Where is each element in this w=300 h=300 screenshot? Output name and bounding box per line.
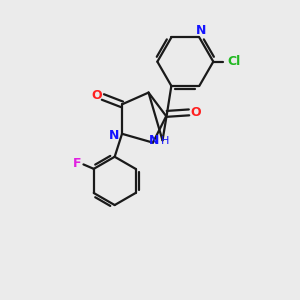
Text: N: N [148, 134, 159, 148]
Text: O: O [190, 106, 201, 119]
Text: N: N [109, 129, 119, 142]
Text: F: F [73, 157, 81, 170]
Text: O: O [91, 89, 102, 102]
Text: N: N [196, 25, 206, 38]
Text: Cl: Cl [227, 55, 241, 68]
Text: H: H [161, 136, 169, 146]
